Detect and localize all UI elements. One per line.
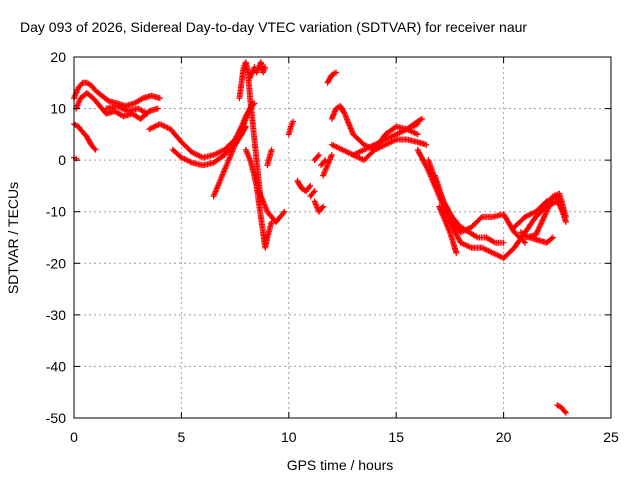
x-tick-label: 20 [496, 429, 512, 445]
series-markers [554, 402, 569, 416]
series-markers [436, 203, 460, 256]
series-s16 [307, 188, 318, 200]
plot-frame [73, 56, 612, 419]
y-tick-label: 20 [50, 49, 66, 65]
x-tick-label: 10 [281, 429, 297, 445]
series-s17 [311, 198, 327, 215]
x-axis-label: GPS time / hours [287, 457, 394, 473]
series-s14 [285, 118, 297, 138]
y-tick-label: -10 [46, 204, 66, 220]
series-s3 [71, 121, 99, 153]
series-markers [324, 69, 340, 86]
series-markers [285, 118, 297, 138]
grid [74, 57, 611, 418]
series-markers [264, 146, 275, 169]
series-s10 [247, 59, 269, 81]
series-markers [320, 152, 335, 179]
series-markers [318, 157, 329, 169]
series-markers [403, 115, 425, 133]
x-tick-label: 25 [603, 429, 619, 445]
y-axis-label: SDTVAR / TECUs [5, 182, 21, 294]
x-tick-label: 0 [70, 429, 78, 445]
series-s33 [554, 402, 569, 416]
series-markers [255, 188, 288, 225]
y-tick-label: -50 [46, 410, 66, 426]
series-s29 [436, 203, 460, 256]
series-s32 [517, 229, 556, 246]
data-series [71, 59, 569, 416]
x-tick-label: 15 [388, 429, 404, 445]
x-tick-label: 5 [178, 429, 186, 445]
series-s18 [311, 152, 322, 164]
series-s28 [431, 172, 507, 246]
series-s12 [255, 188, 288, 225]
series-s25 [403, 115, 425, 133]
series-s21 [324, 69, 340, 86]
series-markers [294, 177, 314, 195]
chart-title: Day 093 of 2026, Sidereal Day-to-day VTE… [20, 19, 527, 35]
series-s20 [320, 152, 335, 179]
y-tick-label: -30 [46, 307, 66, 323]
series-s5 [103, 103, 150, 117]
series-markers [311, 152, 322, 164]
series-s15 [294, 177, 314, 195]
axis-ticks: 0 5 10 15 20 25 -50 -40 -30 -20 -10 0 10 20 [46, 49, 619, 445]
series-markers [247, 59, 269, 81]
series-markers [311, 198, 327, 215]
series-markers [517, 229, 556, 246]
series-markers [307, 188, 318, 200]
series-s19 [318, 157, 329, 169]
series-s13 [264, 146, 275, 169]
y-tick-label: -40 [46, 358, 66, 374]
y-tick-label: 0 [58, 152, 66, 168]
y-tick-label: 10 [50, 101, 66, 117]
y-tick-label: -20 [46, 255, 66, 271]
series-markers [103, 103, 150, 117]
series-markers [431, 172, 507, 246]
series-markers [71, 121, 99, 153]
